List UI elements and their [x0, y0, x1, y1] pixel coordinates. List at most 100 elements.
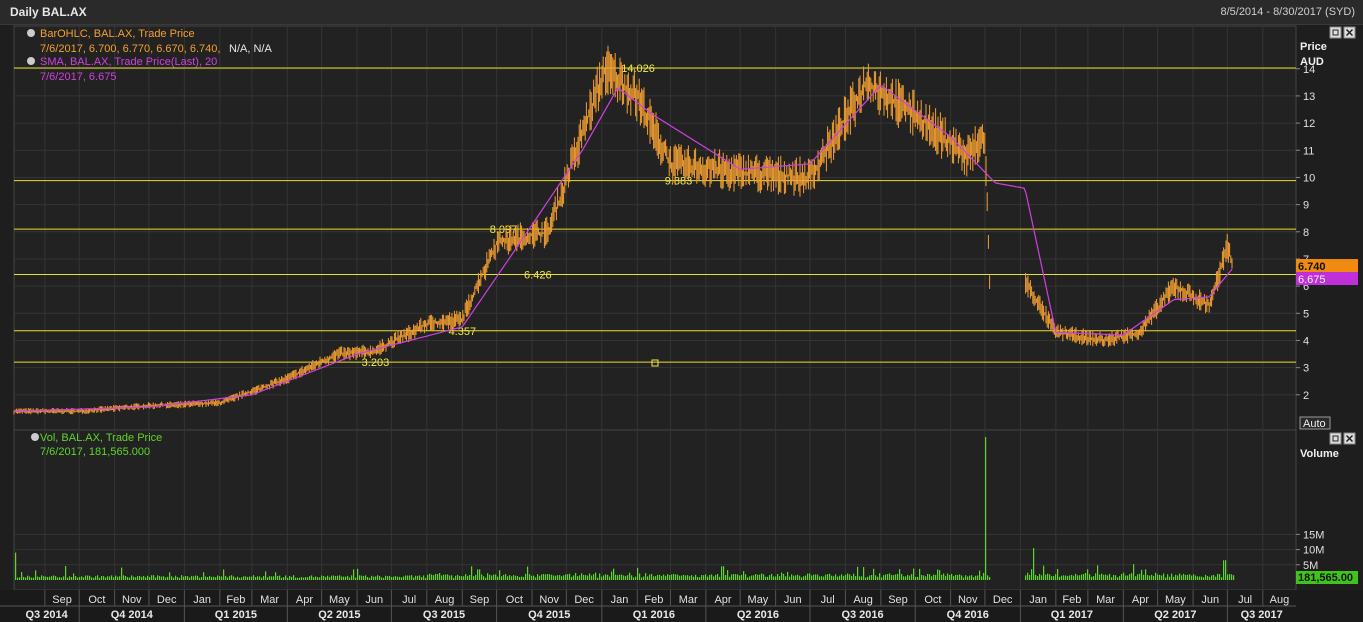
price-panel-close-button[interactable] [1343, 26, 1356, 39]
volume-legend-title: Vol, BAL.AX, Trade Price [40, 432, 162, 444]
volume-bar [649, 574, 651, 580]
volume-bar [279, 575, 281, 580]
level-anchor-handle[interactable] [651, 359, 659, 367]
volume-bar [455, 575, 457, 580]
month-label: Apr [1132, 594, 1149, 606]
volume-bar [979, 570, 981, 580]
volume-bar [971, 575, 973, 580]
volume-bar [25, 577, 27, 580]
volume-bar [1073, 575, 1075, 580]
volume-bar [319, 577, 321, 580]
volume-bar [211, 576, 213, 580]
volume-bar [1215, 576, 1217, 580]
volume-bar [169, 572, 171, 580]
volume-bar [731, 574, 733, 580]
volume-bar [873, 568, 875, 580]
volume-bar [441, 575, 443, 580]
volume-bar [755, 574, 757, 580]
volume-bar [415, 575, 417, 580]
volume-bar [1117, 577, 1119, 580]
quarter-label: Q2 2015 [318, 609, 360, 621]
volume-bar [583, 574, 585, 580]
volume-bar [1081, 574, 1083, 580]
volume-bar [503, 574, 505, 580]
volume-bar [837, 576, 839, 580]
month-label: Nov [122, 594, 142, 606]
volume-bar [1221, 577, 1223, 580]
volume-bar [233, 576, 235, 580]
volume-bar [271, 576, 273, 580]
auto-scale-button[interactable]: Auto [1299, 416, 1331, 430]
month-label: Oct [506, 594, 523, 606]
volume-bar [167, 576, 169, 580]
volume-bar [337, 575, 339, 580]
volume-bar [875, 575, 877, 580]
volume-bar [17, 577, 19, 580]
volume-bar [371, 575, 373, 580]
volume-bar [351, 575, 353, 580]
volume-bar [1157, 574, 1159, 580]
volume-panel-restore-button[interactable] [1329, 432, 1342, 445]
month-label: Jun [365, 594, 383, 606]
volume-bar [159, 575, 161, 580]
volume-bar [133, 576, 135, 580]
volume-bar [779, 576, 781, 580]
volume-bar [701, 575, 703, 580]
volume-bar [333, 575, 335, 580]
volume-bar [453, 577, 455, 580]
volume-bar [487, 573, 489, 580]
volume-bar [973, 577, 975, 580]
volume-bar [63, 576, 65, 580]
volume-bar [1037, 576, 1039, 580]
volume-bar [445, 574, 447, 580]
volume-bar [849, 574, 851, 580]
volume-bar [695, 574, 697, 580]
month-label: Sep [470, 594, 490, 606]
volume-bar [709, 574, 711, 580]
volume-bar [1185, 574, 1187, 580]
volume-bar [95, 576, 97, 580]
volume-bar [847, 573, 849, 580]
volume-bar [845, 574, 847, 580]
volume-bar [483, 576, 485, 580]
volume-bar [341, 576, 343, 580]
volume-bar [65, 566, 67, 580]
volume-bar [785, 576, 787, 580]
volume-bar [61, 577, 63, 580]
volume-bar [79, 576, 81, 580]
volume-bar [111, 575, 113, 580]
svg-text:Auto: Auto [1303, 418, 1326, 430]
month-label: Aug [1270, 594, 1290, 606]
volume-bar [937, 569, 939, 580]
level-label: 3.203 [362, 357, 390, 369]
volume-bar [33, 577, 35, 580]
volume-bar [385, 575, 387, 580]
volume-bar [237, 576, 239, 580]
volume-bar [791, 574, 793, 580]
volume-bar [1193, 574, 1195, 580]
volume-bar [375, 576, 377, 580]
volume-bar [517, 576, 519, 580]
volume-bar [1201, 576, 1203, 580]
volume-bar [555, 575, 557, 580]
volume-bar [1077, 575, 1079, 580]
price-panel-restore-button[interactable] [1329, 26, 1342, 39]
volume-bar [949, 575, 951, 580]
volume-bar [511, 576, 513, 580]
volume-bar [961, 575, 963, 580]
volume-bar [577, 576, 579, 580]
volume-bar [1135, 576, 1137, 580]
volume-bar [1065, 575, 1067, 580]
volume-bar [939, 570, 941, 580]
volume-bar [283, 577, 285, 580]
volume-bar [761, 573, 763, 580]
volume-bar [223, 569, 225, 580]
volume-bar [513, 575, 515, 580]
volume-bar [627, 575, 629, 580]
volume-bar [229, 575, 231, 580]
volume-bar [907, 574, 909, 580]
volume-panel-close-button[interactable] [1343, 432, 1356, 445]
volume-bar [665, 575, 667, 580]
volume-bar [1063, 575, 1065, 580]
volume-bar [753, 575, 755, 580]
